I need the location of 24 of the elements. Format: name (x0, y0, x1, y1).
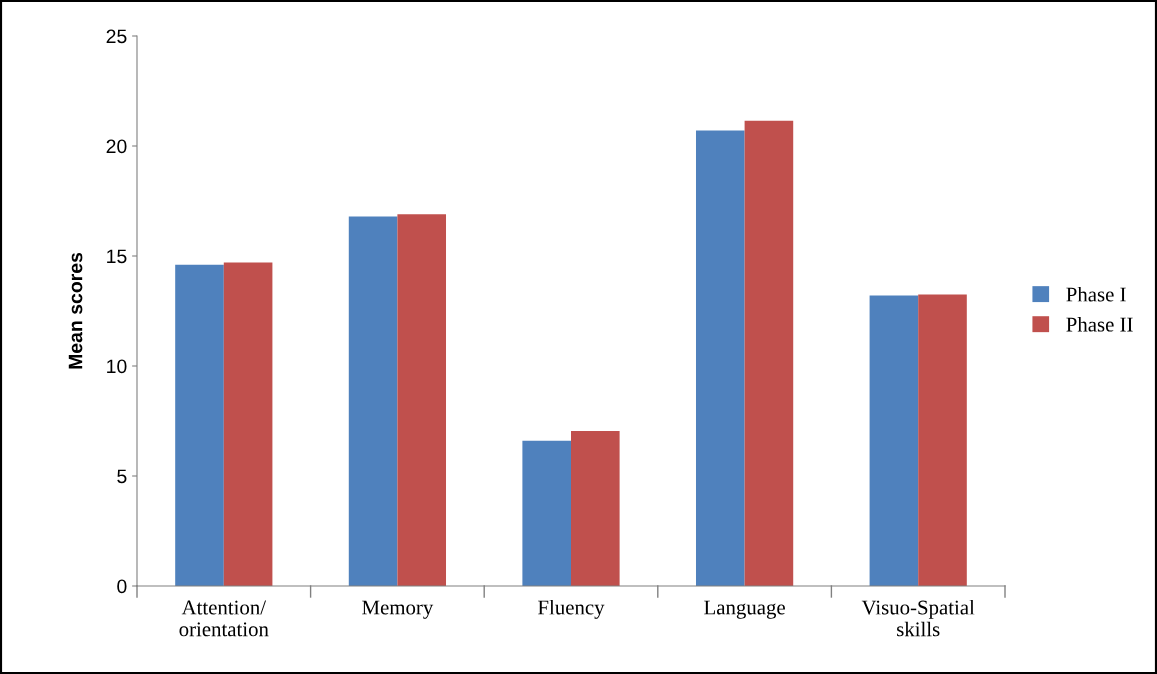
bar (571, 430, 620, 586)
bar (869, 295, 919, 586)
bar (397, 214, 447, 586)
x-tick-label: Memory (362, 600, 434, 619)
bar (223, 262, 273, 586)
y-tick-label: 20 (106, 139, 127, 154)
y-axis-title: Mean scores (68, 252, 83, 369)
legend-label: Phase I (1066, 286, 1126, 302)
bar (695, 130, 745, 586)
bar (918, 294, 967, 586)
bar (175, 264, 224, 586)
bar (522, 440, 571, 586)
x-tick-label: Attention/ orientation (179, 600, 269, 637)
y-tick-label: 15 (107, 249, 127, 264)
y-tick-label: 5 (117, 469, 127, 484)
legend-label: Phase II (1066, 316, 1133, 332)
x-tick-label: Fluency (538, 599, 605, 619)
y-tick-label: 0 (117, 579, 127, 594)
bar (744, 120, 794, 586)
x-tick-label: Language (704, 600, 785, 619)
x-tick-label: Visuo-Spatial skills (861, 599, 975, 637)
y-tick-label: 10 (107, 359, 127, 374)
y-tick-label: 25 (106, 29, 127, 44)
bar (348, 216, 398, 586)
